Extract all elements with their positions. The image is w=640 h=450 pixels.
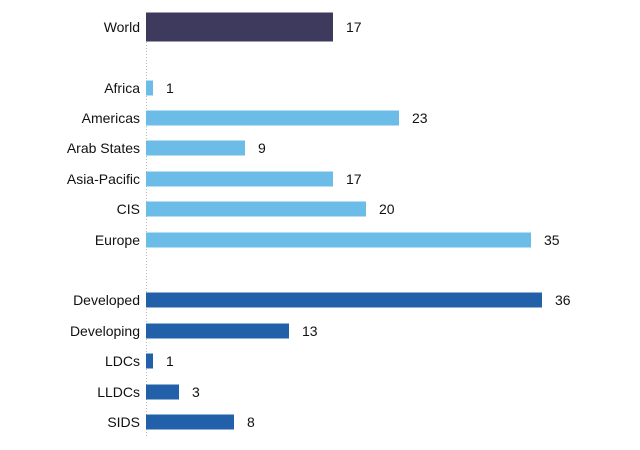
data-label: 35 xyxy=(544,232,560,248)
bar-developed xyxy=(146,292,542,308)
data-label: 23 xyxy=(412,110,428,126)
bar-lldcs xyxy=(146,384,179,400)
category-label: Arab States xyxy=(67,140,140,156)
category-label: Americas xyxy=(82,110,140,126)
category-label: Europe xyxy=(95,232,140,248)
data-label: 20 xyxy=(379,201,395,217)
category-label: Developed xyxy=(73,292,140,308)
bar-sids xyxy=(146,414,234,430)
category-label: LLDCs xyxy=(97,384,140,400)
category-label: Africa xyxy=(104,80,140,96)
bar-americas xyxy=(146,110,399,126)
data-label: 3 xyxy=(192,384,200,400)
data-label: 17 xyxy=(346,171,362,187)
data-label: 36 xyxy=(555,292,571,308)
bar-ldcs xyxy=(146,353,153,369)
category-label: SIDS xyxy=(107,414,140,430)
category-label: LDCs xyxy=(105,353,140,369)
category-label: World xyxy=(104,19,140,35)
data-label: 17 xyxy=(346,19,362,35)
bar-europe xyxy=(146,232,531,248)
category-label: Developing xyxy=(70,323,140,339)
bar-asia-pacific xyxy=(146,171,333,187)
bar-arab-states xyxy=(146,140,245,156)
data-label: 8 xyxy=(247,414,255,430)
bar-africa xyxy=(146,80,153,96)
bar-developing xyxy=(146,323,289,339)
bar-world xyxy=(146,12,333,42)
data-label: 13 xyxy=(302,323,318,339)
bar-cis xyxy=(146,201,366,217)
data-label: 1 xyxy=(166,80,174,96)
data-label: 9 xyxy=(258,140,266,156)
category-label: CIS xyxy=(117,201,140,217)
data-label: 1 xyxy=(166,353,174,369)
category-label: Asia-Pacific xyxy=(67,171,140,187)
